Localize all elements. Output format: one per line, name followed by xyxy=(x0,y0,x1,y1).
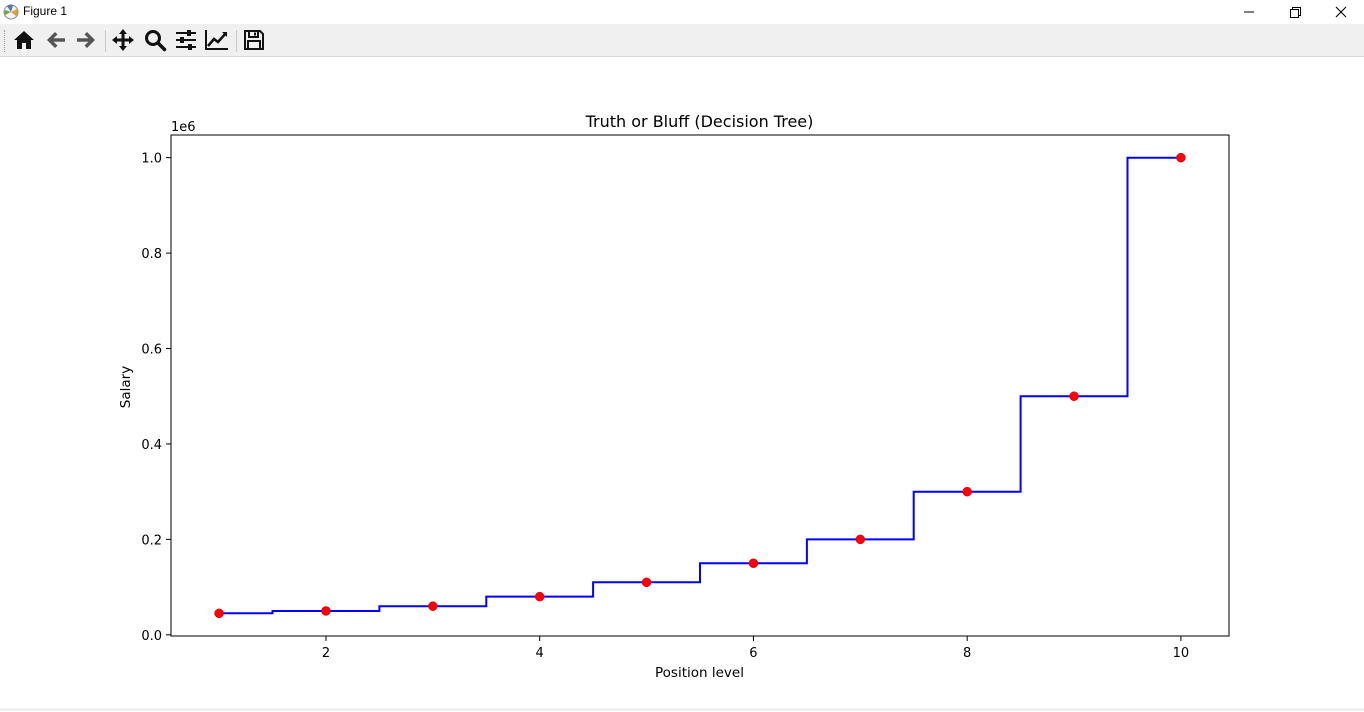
toolbar-grip xyxy=(4,30,7,52)
floppy-disk-icon xyxy=(244,30,264,50)
pan-button[interactable] xyxy=(109,27,137,53)
data-point xyxy=(321,606,331,616)
chart-title: Truth or Bluff (Decision Tree) xyxy=(585,112,814,131)
minimize-button[interactable] xyxy=(1226,0,1272,24)
sliders-icon xyxy=(176,30,196,50)
zoom-button[interactable] xyxy=(141,27,169,53)
y-axis-label: Salary xyxy=(118,366,134,408)
configure-subplots-button[interactable] xyxy=(172,27,200,53)
x-tick-label: 4 xyxy=(536,646,544,661)
window-titlebar: Figure 1 xyxy=(0,0,1364,24)
edit-axis-button[interactable] xyxy=(203,27,231,53)
toolbar-separator xyxy=(236,30,237,52)
matplotlib-icon xyxy=(3,4,19,20)
navigation-toolbar xyxy=(0,24,1364,57)
x-tick-label: 2 xyxy=(322,646,330,661)
data-point xyxy=(428,601,438,611)
minimize-icon xyxy=(1244,11,1254,13)
restore-icon xyxy=(1289,6,1301,18)
prediction-step-line xyxy=(219,156,1181,615)
x-tick-label: 10 xyxy=(1173,646,1190,661)
data-point xyxy=(962,486,972,497)
plot-area: 2 4 6 8 10 0.0 0.2 0.4 0.6 0.8 1.0 xyxy=(141,134,1230,661)
window-bottom-border xyxy=(0,708,1364,711)
chart-svg: 2 4 6 8 10 0.0 0.2 0.4 0.6 0.8 1.0 Truth or Bluff … xyxy=(118,112,1230,681)
x-tick-label: 8 xyxy=(963,646,971,661)
save-button[interactable] xyxy=(240,27,268,53)
data-point xyxy=(1069,391,1079,401)
back-button[interactable] xyxy=(42,27,70,53)
axes-frame xyxy=(170,134,1230,637)
data-point xyxy=(748,558,759,568)
forward-button[interactable] xyxy=(72,27,100,53)
y-axis-offset-text: 1e6 xyxy=(171,120,196,135)
y-tick-label: 0.0 xyxy=(141,629,162,644)
data-point xyxy=(1176,152,1186,163)
figure-canvas[interactable]: 2 4 6 8 10 0.0 0.2 0.4 0.6 0.8 1.0 Truth or Bluff … xyxy=(0,57,1364,708)
data-point xyxy=(214,608,224,619)
close-button[interactable] xyxy=(1318,0,1364,24)
restore-button[interactable] xyxy=(1272,0,1318,24)
y-tick-label: 1.0 xyxy=(141,152,162,167)
move-icon xyxy=(112,29,134,51)
data-point xyxy=(534,591,545,602)
y-tick-label: 0.4 xyxy=(141,438,162,453)
home-button[interactable] xyxy=(10,27,38,53)
y-tick-label: 0.6 xyxy=(141,343,162,358)
home-icon xyxy=(14,31,34,49)
window-title: Figure 1 xyxy=(23,4,68,18)
data-point xyxy=(641,577,652,588)
zoom-icon xyxy=(145,30,167,52)
data-point xyxy=(855,534,866,545)
arrow-right-icon xyxy=(77,32,95,48)
close-icon xyxy=(1335,6,1347,18)
x-axis-label: Position level xyxy=(655,665,744,681)
x-tick-label: 6 xyxy=(749,646,757,661)
line-chart-icon xyxy=(205,30,228,50)
y-tick-label: 0.8 xyxy=(141,247,162,262)
y-tick-label: 0.2 xyxy=(141,533,162,548)
arrow-left-icon xyxy=(47,32,65,48)
toolbar-separator xyxy=(105,30,106,52)
